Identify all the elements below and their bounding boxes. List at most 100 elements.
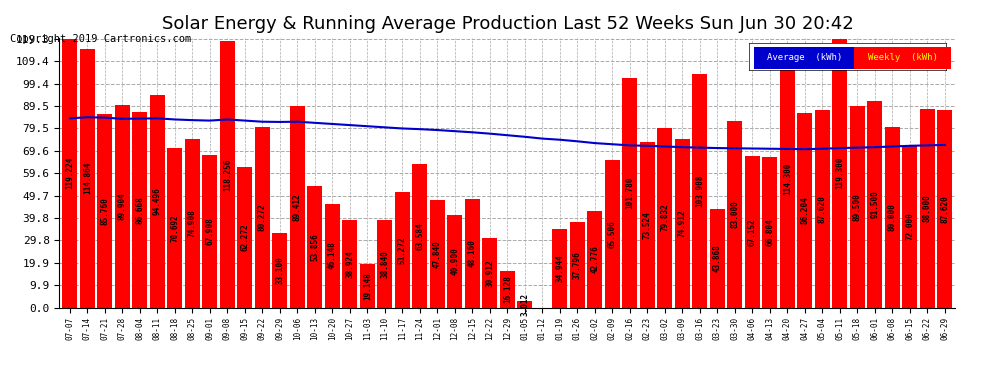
Text: 74.912: 74.912 bbox=[678, 209, 687, 237]
Text: Copyright 2019 Cartronics.com: Copyright 2019 Cartronics.com bbox=[10, 34, 191, 44]
Bar bbox=[447, 215, 462, 308]
Text: 74.908: 74.908 bbox=[188, 209, 197, 237]
Text: 53.856: 53.856 bbox=[311, 233, 320, 261]
Text: 87.620: 87.620 bbox=[818, 195, 827, 223]
Bar bbox=[80, 49, 95, 308]
Bar bbox=[518, 301, 533, 307]
Text: 94.496: 94.496 bbox=[152, 187, 162, 215]
Bar bbox=[867, 102, 882, 308]
Bar bbox=[133, 112, 148, 308]
Text: 30.912: 30.912 bbox=[485, 259, 494, 286]
Bar bbox=[482, 238, 497, 308]
Text: 87.620: 87.620 bbox=[940, 195, 949, 223]
Text: 34.944: 34.944 bbox=[555, 254, 564, 282]
Bar bbox=[430, 200, 445, 308]
Bar bbox=[62, 39, 77, 308]
Bar bbox=[850, 106, 865, 307]
Bar bbox=[797, 113, 813, 308]
Bar bbox=[465, 199, 480, 308]
Text: 103.908: 103.908 bbox=[695, 174, 704, 207]
Title: Solar Energy & Running Average Production Last 52 Weeks Sun Jun 30 20:42: Solar Energy & Running Average Productio… bbox=[161, 15, 853, 33]
Text: Weekly  (kWh): Weekly (kWh) bbox=[867, 53, 938, 62]
Text: 85.760: 85.760 bbox=[100, 197, 110, 225]
Bar bbox=[149, 95, 164, 308]
Bar bbox=[623, 78, 638, 308]
Bar bbox=[552, 229, 567, 308]
Text: 66.804: 66.804 bbox=[765, 218, 774, 246]
Bar bbox=[675, 139, 690, 308]
Text: 86.668: 86.668 bbox=[136, 196, 145, 224]
Text: 88.000: 88.000 bbox=[923, 195, 932, 222]
Text: 83.000: 83.000 bbox=[731, 200, 740, 228]
Text: 118.256: 118.256 bbox=[223, 158, 232, 190]
Bar bbox=[325, 204, 340, 308]
Text: 114.300: 114.300 bbox=[783, 163, 792, 195]
Bar bbox=[167, 148, 182, 308]
Bar bbox=[185, 139, 200, 308]
Bar bbox=[570, 222, 585, 308]
FancyBboxPatch shape bbox=[753, 47, 856, 69]
Bar bbox=[587, 211, 602, 308]
Text: 62.272: 62.272 bbox=[241, 224, 249, 251]
Bar bbox=[762, 157, 777, 308]
Bar bbox=[395, 192, 410, 308]
Text: 119.300: 119.300 bbox=[836, 157, 844, 189]
Text: 43.868: 43.868 bbox=[713, 244, 722, 272]
Bar bbox=[885, 128, 900, 308]
Text: 79.832: 79.832 bbox=[660, 204, 669, 231]
Text: 37.796: 37.796 bbox=[573, 251, 582, 279]
Bar bbox=[744, 156, 759, 308]
Text: 67.908: 67.908 bbox=[205, 217, 215, 245]
Bar bbox=[903, 146, 918, 308]
Bar bbox=[343, 220, 357, 308]
Text: 40.900: 40.900 bbox=[450, 248, 459, 275]
Text: 51.272: 51.272 bbox=[398, 236, 407, 264]
Text: 63.584: 63.584 bbox=[416, 222, 425, 250]
Bar bbox=[308, 186, 323, 308]
Text: 38.924: 38.924 bbox=[346, 250, 354, 278]
Text: 80.000: 80.000 bbox=[888, 204, 897, 231]
Bar bbox=[657, 128, 672, 308]
Bar bbox=[692, 74, 707, 308]
Bar bbox=[920, 110, 935, 308]
Bar bbox=[220, 41, 235, 308]
Text: 101.780: 101.780 bbox=[626, 177, 635, 209]
Bar bbox=[238, 167, 252, 308]
Bar bbox=[255, 127, 270, 308]
Bar bbox=[640, 142, 654, 308]
Text: 46.148: 46.148 bbox=[328, 242, 337, 269]
Text: 119.224: 119.224 bbox=[65, 157, 74, 189]
Text: 89.412: 89.412 bbox=[293, 193, 302, 221]
Text: 65.506: 65.506 bbox=[608, 220, 617, 248]
Text: 89.904: 89.904 bbox=[118, 192, 127, 220]
Bar bbox=[710, 209, 725, 308]
Text: 38.840: 38.840 bbox=[380, 250, 389, 278]
Bar bbox=[202, 154, 218, 308]
Text: 72.000: 72.000 bbox=[905, 213, 915, 240]
Bar bbox=[833, 39, 847, 308]
Bar bbox=[115, 105, 130, 308]
Text: Average  (kWh): Average (kWh) bbox=[767, 53, 842, 62]
Text: 48.160: 48.160 bbox=[468, 239, 477, 267]
Text: 16.128: 16.128 bbox=[503, 276, 512, 303]
Bar bbox=[500, 271, 515, 308]
Text: 19.148: 19.148 bbox=[363, 272, 372, 300]
Bar bbox=[938, 110, 952, 308]
Bar bbox=[290, 106, 305, 307]
Bar bbox=[413, 164, 428, 308]
Bar bbox=[97, 114, 112, 308]
Text: 89.500: 89.500 bbox=[852, 193, 862, 220]
Bar bbox=[605, 160, 620, 308]
Bar bbox=[815, 110, 830, 308]
Text: 80.272: 80.272 bbox=[257, 203, 267, 231]
Text: 3.012: 3.012 bbox=[521, 292, 530, 316]
Text: 86.204: 86.204 bbox=[800, 196, 810, 224]
Text: 114.864: 114.864 bbox=[83, 162, 92, 194]
FancyBboxPatch shape bbox=[854, 47, 950, 69]
Text: 47.840: 47.840 bbox=[433, 240, 442, 267]
Text: 91.500: 91.500 bbox=[870, 190, 879, 218]
Bar bbox=[272, 233, 287, 308]
Bar bbox=[377, 220, 392, 308]
Bar bbox=[780, 50, 795, 308]
Text: 33.100: 33.100 bbox=[275, 256, 284, 284]
